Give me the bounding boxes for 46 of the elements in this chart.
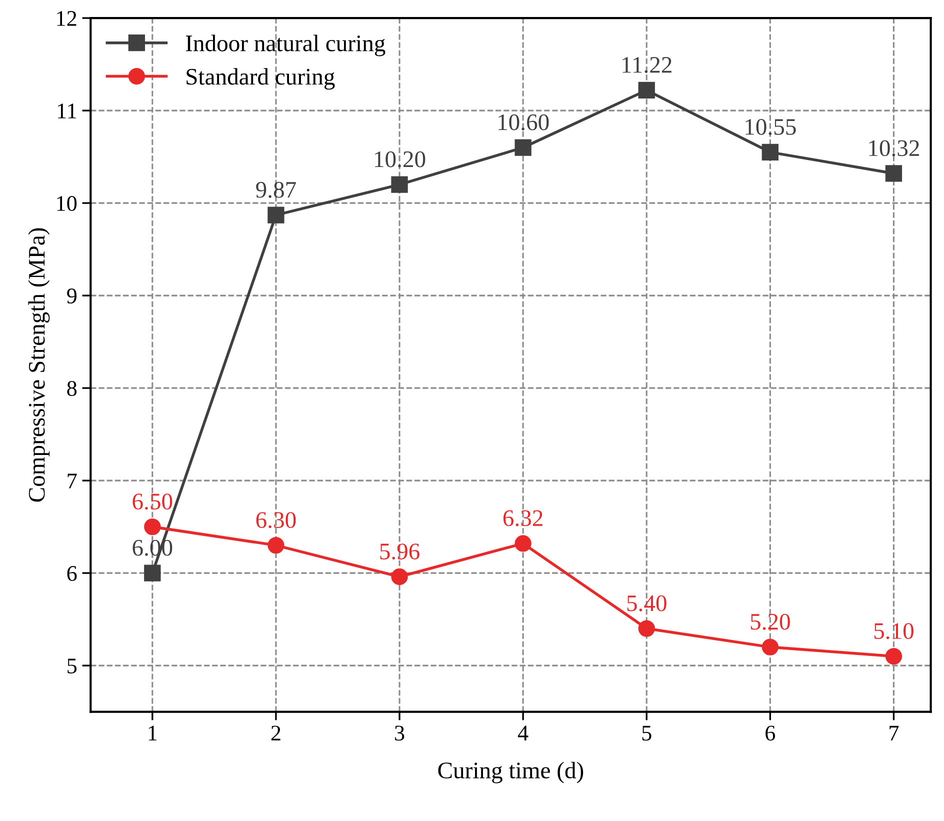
x-axis-title: Curing time (d)	[438, 762, 584, 784]
x-tick-label: 3	[395, 726, 404, 741]
point	[268, 536, 284, 554]
data-label: 5.10	[874, 623, 914, 640]
data-label: 10.55	[746, 118, 796, 135]
y-axis-title: Compressive Strength (MPa)	[28, 228, 50, 502]
y-tick-label: 11	[58, 104, 76, 118]
data-label: 6.50	[132, 494, 172, 510]
point	[514, 535, 532, 552]
point	[514, 139, 532, 156]
data-label: 9.87	[256, 182, 296, 198]
legend-label: Standard curing	[186, 68, 335, 90]
x-tick-label: 5	[642, 726, 652, 741]
data-label: 5.96	[380, 544, 420, 560]
point	[885, 648, 902, 665]
point	[762, 638, 778, 656]
legend-label: Indoor natural curing	[186, 34, 386, 56]
point	[144, 518, 161, 536]
data-label: 5.40	[627, 595, 666, 612]
data-label: 6.32	[503, 510, 542, 526]
point	[391, 176, 408, 193]
y-tick-label: 7	[68, 474, 77, 488]
x-tick-label: 1	[148, 726, 157, 740]
point	[391, 568, 408, 586]
point	[268, 206, 284, 224]
y-tick-label: 12	[57, 11, 76, 26]
x-tick-label: 7	[890, 726, 899, 740]
point	[638, 82, 655, 99]
data-label: 6.30	[256, 512, 296, 528]
y-tick-label: 5	[68, 658, 77, 674]
data-label: 10.20	[375, 151, 426, 168]
point	[638, 620, 655, 637]
point	[885, 165, 902, 182]
point	[144, 564, 161, 582]
data-label: 5.20	[750, 614, 790, 630]
x-tick-label: 2	[271, 726, 280, 740]
point	[762, 144, 778, 161]
y-tick-label: 9	[67, 288, 77, 304]
data-label: 10.32	[869, 140, 919, 156]
y-tick-label: 6	[67, 566, 77, 581]
y-tick-label: 10	[57, 196, 77, 211]
x-tick-label: 6	[766, 726, 776, 741]
y-tick-label: 8	[67, 380, 77, 396]
x-tick-label: 4	[518, 726, 528, 740]
data-label: 11.22	[622, 57, 672, 74]
data-label: 10.60	[498, 114, 549, 130]
